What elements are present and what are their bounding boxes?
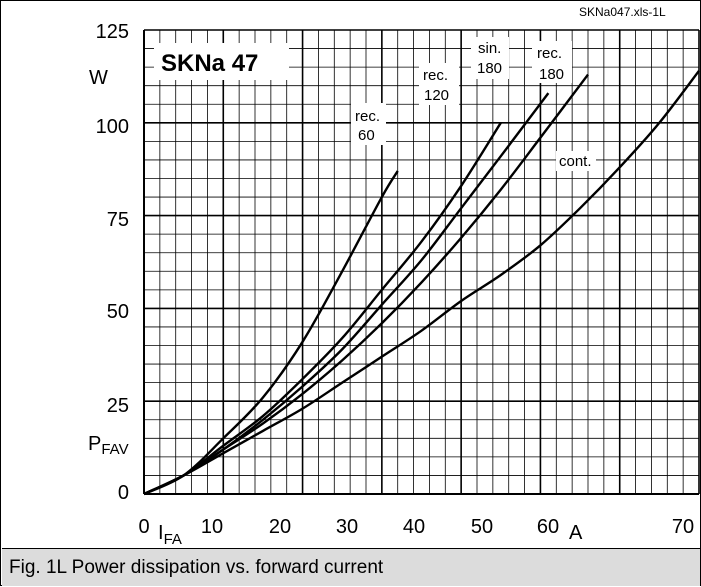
x-tick-0: 0 — [138, 516, 149, 538]
figure-caption: Fig. 1L Power dissipation vs. forward cu… — [2, 548, 700, 586]
chart-svg: SKNa 47 SKNa047.xls-1L rec. 60 rec. 120 … — [88, 3, 700, 547]
x-tick-30: 30 — [336, 516, 358, 538]
y-tick-25: 25 — [107, 395, 129, 417]
sheet-id-bg — [573, 3, 699, 19]
curve-rec-120 — [143, 122, 502, 496]
minor-grid — [144, 30, 699, 494]
sheet-id: SKNa047.xls-1L — [579, 5, 666, 19]
title-box — [154, 43, 289, 80]
label-rec120-line1: rec. — [423, 67, 448, 84]
curve-sin-180 — [143, 92, 550, 496]
label-sin180-line1: sin. — [478, 40, 501, 57]
x-tick-50: 50 — [471, 516, 493, 538]
label-rec180-line2: 180 — [539, 66, 564, 83]
x-unit: A — [569, 522, 583, 544]
label-rec60-line2: 60 — [358, 127, 375, 144]
y-tick-labels: 0 25 50 75 100 125 — [96, 21, 129, 504]
y-unit: W — [89, 67, 108, 89]
y-tick-75: 75 — [107, 209, 129, 231]
label-rec120-line2: 120 — [424, 87, 449, 104]
y-tick-100: 100 — [96, 116, 129, 138]
label-cont: cont. — [559, 153, 592, 170]
major-grid — [143, 29, 700, 495]
label-sin180-line2: 180 — [477, 60, 502, 77]
x-tick-10: 10 — [201, 516, 223, 538]
x-axis-symbol: IFA — [158, 522, 182, 547]
curve-cont — [143, 70, 700, 496]
curves — [143, 70, 700, 496]
x-tick-40: 40 — [403, 516, 425, 538]
label-rec60-line1: rec. — [355, 108, 380, 125]
chart-title: SKNa 47 — [161, 50, 258, 77]
label-rec180-line1: rec. — [537, 45, 562, 62]
curve-rec-180 — [143, 73, 589, 496]
x-tick-20: 20 — [269, 516, 291, 538]
y-tick-125: 125 — [96, 21, 129, 43]
curve-labels: rec. 60 rec. 120 sin. 180 rec. 180 cont. — [351, 37, 596, 171]
x-tick-70: 70 — [672, 516, 694, 538]
y-tick-50: 50 — [107, 301, 129, 323]
x-tick-labels: 0 10 20 30 40 50 60 70 — [138, 516, 694, 538]
y-tick-0: 0 — [118, 482, 129, 504]
x-tick-60: 60 — [537, 516, 559, 538]
y-axis-symbol: PFAV — [88, 433, 129, 458]
